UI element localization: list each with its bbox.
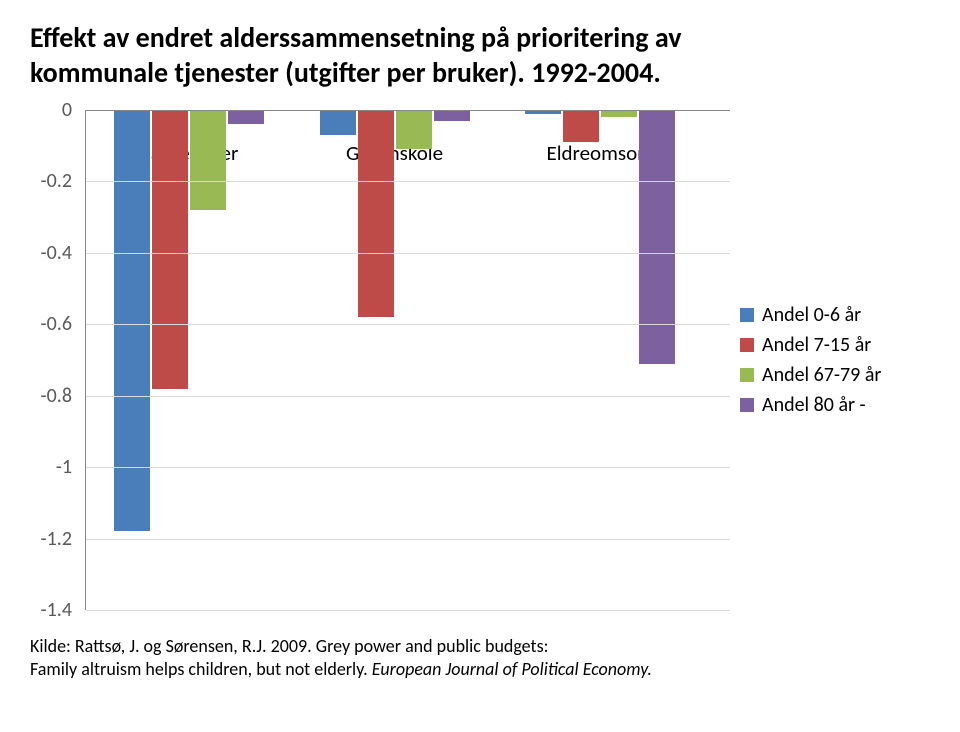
bar [639, 110, 675, 364]
legend-swatch [740, 398, 754, 412]
legend-item: Andel 0-6 år [740, 303, 881, 327]
gridline [86, 610, 730, 611]
baseline [86, 110, 730, 111]
bar [190, 110, 226, 210]
bar [228, 110, 264, 124]
gridline [86, 539, 730, 540]
y-axis-tick-label: -0.2 [41, 169, 72, 193]
bar [358, 110, 394, 317]
legend-swatch [740, 338, 754, 352]
y-axis-labels: 0-0.2-0.4-0.6-0.8-1-1.2-1.4 [30, 110, 80, 610]
legend: Andel 0-6 år Andel 7-15 år Andel 67-79 år A… [740, 297, 881, 423]
bar [320, 110, 356, 135]
chart-area: 0-0.2-0.4-0.6-0.8-1-1.2-1.4 BarnehagerGr… [30, 110, 730, 610]
legend-label: Andel 0-6 år [762, 303, 861, 327]
gridline [86, 324, 730, 325]
bar [114, 110, 150, 531]
legend-swatch [740, 308, 754, 322]
y-axis-tick-label: -0.8 [41, 384, 72, 408]
plot-area: BarnehagerGrunnskoleEldreomsorg [85, 110, 730, 610]
category-label: Grunnskole [325, 140, 465, 166]
title-line-1: Effekt av endret alderssammensetning på … [30, 20, 682, 55]
gridline [86, 396, 730, 397]
y-axis-tick-label: -0.4 [41, 241, 72, 265]
legend-label: Andel 67-79 år [762, 363, 881, 387]
chart-row: 0-0.2-0.4-0.6-0.8-1-1.2-1.4 BarnehagerGr… [30, 110, 930, 610]
bar [152, 110, 188, 389]
source-line-1: Kilde: Rattsø, J. og Sørensen, R.J. 2009… [30, 635, 548, 657]
legend-item: Andel 7-15 år [740, 333, 881, 357]
bar [434, 110, 470, 121]
y-axis-tick-label: -1 [56, 455, 72, 479]
bars-container: BarnehagerGrunnskoleEldreomsorg [86, 110, 730, 610]
title-line-2: kommunale tjenester (utgifter per bruker… [30, 55, 661, 90]
bar [563, 110, 599, 142]
legend-label: Andel 80 år - [762, 393, 866, 417]
bar [396, 110, 432, 149]
chart-title: Effekt av endret alderssammensetning på … [30, 20, 930, 90]
gridline [86, 467, 730, 468]
bar [601, 110, 637, 117]
source-citation: Kilde: Rattsø, J. og Sørensen, R.J. 2009… [30, 635, 930, 682]
y-axis-tick-label: -1.4 [41, 598, 72, 622]
legend-item: Andel 80 år - [740, 393, 881, 417]
source-journal: European Journal of Political Economy. [372, 658, 652, 680]
y-axis-tick-label: -1.2 [41, 527, 72, 551]
source-line-2a: Family altruism helps children, but not … [30, 658, 372, 680]
legend-item: Andel 67-79 år [740, 363, 881, 387]
gridline [86, 181, 730, 182]
legend-swatch [740, 368, 754, 382]
y-axis-tick-label: 0 [62, 98, 72, 122]
legend-label: Andel 7-15 år [762, 333, 871, 357]
gridline [86, 253, 730, 254]
y-axis-tick-label: -0.6 [41, 312, 72, 336]
